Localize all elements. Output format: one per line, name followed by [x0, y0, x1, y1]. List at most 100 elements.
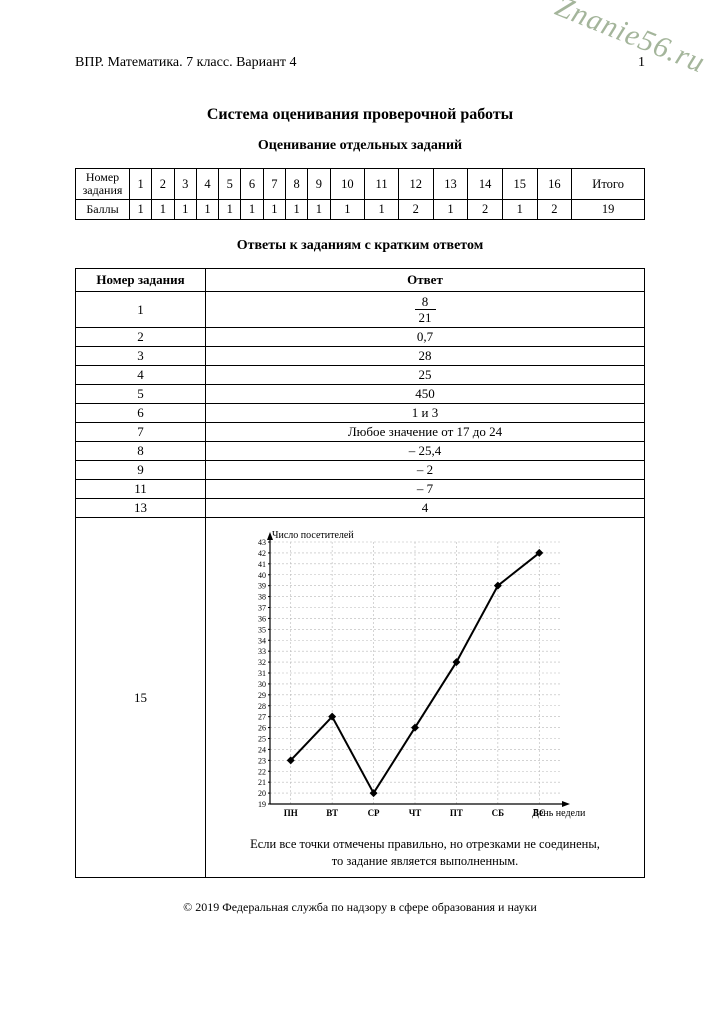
answer-value-cell: – 2 — [206, 461, 645, 480]
scoring-row1-label: Номер задания — [76, 169, 130, 200]
svg-text:ПТ: ПТ — [450, 808, 463, 818]
answer-value-cell: 0,7 — [206, 328, 645, 347]
answer-num-cell: 7 — [76, 423, 206, 442]
table-row: 425 — [76, 366, 645, 385]
scoring-score-cell: 1 — [330, 200, 365, 220]
svg-text:43: 43 — [258, 538, 266, 547]
scoring-score-cell: 1 — [502, 200, 537, 220]
svg-text:27: 27 — [258, 713, 266, 722]
table-row: 5450 — [76, 385, 645, 404]
answer-num-cell: 3 — [76, 347, 206, 366]
answers-table: Номер задания Ответ 182120,7328425545061… — [75, 268, 645, 878]
chart-cell: 1920212223242526272829303132333435363738… — [206, 518, 645, 878]
svg-text:40: 40 — [258, 571, 266, 580]
scoring-num-cell: 13 — [433, 169, 468, 200]
subtitle-scoring: Оценивание отдельных заданий — [75, 138, 645, 154]
svg-text:36: 36 — [258, 615, 266, 624]
svg-text:Число посетителей: Число посетителей — [272, 530, 354, 541]
svg-text:СР: СР — [368, 808, 380, 818]
scoring-num-cell: 1 — [130, 169, 152, 200]
answers-head-num: Номер задания — [76, 269, 206, 292]
chart-note: Если все точки отмечены правильно, но от… — [214, 836, 636, 869]
table-row: 61 и 3 — [76, 404, 645, 423]
answer-value-cell: 25 — [206, 366, 645, 385]
answer-num-cell: 6 — [76, 404, 206, 423]
table-row: 11– 7 — [76, 480, 645, 499]
answer-value-cell: 450 — [206, 385, 645, 404]
answers-head-ans: Ответ — [206, 269, 645, 292]
answer-num-cell: 8 — [76, 442, 206, 461]
svg-text:24: 24 — [258, 746, 266, 755]
svg-text:41: 41 — [258, 560, 266, 569]
scoring-score-cell: 1 — [152, 200, 174, 220]
table-row: 134 — [76, 499, 645, 518]
table-row: 8– 25,4 — [76, 442, 645, 461]
scoring-num-cell: Итого — [572, 169, 645, 200]
answer-num-cell: 2 — [76, 328, 206, 347]
answer-value-cell: – 7 — [206, 480, 645, 499]
svg-text:22: 22 — [258, 768, 266, 777]
svg-text:21: 21 — [258, 779, 266, 788]
svg-text:ЧТ: ЧТ — [409, 808, 422, 818]
scoring-num-cell: 5 — [219, 169, 241, 200]
scoring-score-cell: 1 — [219, 200, 241, 220]
scoring-score-cell: 1 — [308, 200, 330, 220]
svg-text:25: 25 — [258, 735, 266, 744]
svg-text:23: 23 — [258, 757, 266, 766]
scoring-score-cell: 2 — [537, 200, 572, 220]
answer-num-cell: 5 — [76, 385, 206, 404]
page: ВПР. Математика. 7 класс. Вариант 4 1 Си… — [0, 0, 720, 945]
svg-text:28: 28 — [258, 702, 266, 711]
scoring-score-cell: 1 — [285, 200, 307, 220]
svg-text:33: 33 — [258, 648, 266, 657]
scoring-num-cell: 4 — [196, 169, 218, 200]
answer-num-cell: 1 — [76, 292, 206, 328]
scoring-num-cell: 14 — [468, 169, 503, 200]
answer-value-cell: 1 и 3 — [206, 404, 645, 423]
answer-value-cell: 4 — [206, 499, 645, 518]
subtitle-answers: Ответы к заданиям с кратким ответом — [75, 238, 645, 254]
svg-text:38: 38 — [258, 593, 266, 602]
answer-value-cell: 28 — [206, 347, 645, 366]
main-title: Система оценивания проверочной работы — [75, 106, 645, 124]
answer-value-cell: 821 — [206, 292, 645, 328]
scoring-num-cell: 9 — [308, 169, 330, 200]
table-row: 20,7 — [76, 328, 645, 347]
answer-num-cell: 15 — [76, 518, 206, 878]
scoring-num-cell: 12 — [398, 169, 433, 200]
scoring-num-cell: 2 — [152, 169, 174, 200]
svg-text:20: 20 — [258, 789, 266, 798]
svg-text:32: 32 — [258, 658, 266, 667]
svg-text:29: 29 — [258, 691, 266, 700]
svg-text:31: 31 — [258, 669, 266, 678]
scoring-num-cell: 3 — [174, 169, 196, 200]
scoring-score-cell: 19 — [572, 200, 645, 220]
scoring-num-cell: 6 — [241, 169, 263, 200]
svg-text:СБ: СБ — [492, 808, 504, 818]
svg-text:34: 34 — [258, 637, 266, 646]
scoring-score-cell: 1 — [130, 200, 152, 220]
scoring-row2-label: Баллы — [76, 200, 130, 220]
header-page-num: 1 — [638, 55, 645, 71]
scoring-score-cell: 1 — [263, 200, 285, 220]
scoring-num-cell: 16 — [537, 169, 572, 200]
svg-text:ВТ: ВТ — [326, 808, 338, 818]
table-row: 328 — [76, 347, 645, 366]
visitors-line-chart: 1920212223242526272829303132333435363738… — [234, 526, 594, 826]
scoring-num-cell: 10 — [330, 169, 365, 200]
scoring-score-cell: 1 — [174, 200, 196, 220]
scoring-table: Номер задания12345678910111213141516Итог… — [75, 168, 645, 220]
svg-text:26: 26 — [258, 724, 266, 733]
footer: © 2019 Федеральная служба по надзору в с… — [75, 900, 645, 915]
answer-value-cell: – 25,4 — [206, 442, 645, 461]
scoring-score-cell: 2 — [398, 200, 433, 220]
scoring-score-cell: 1 — [241, 200, 263, 220]
table-row: 9– 2 — [76, 461, 645, 480]
scoring-num-cell: 15 — [502, 169, 537, 200]
answer-num-cell: 9 — [76, 461, 206, 480]
scoring-score-cell: 1 — [365, 200, 399, 220]
svg-text:День недели: День недели — [532, 808, 586, 819]
table-row: 1519202122232425262728293031323334353637… — [76, 518, 645, 878]
answer-value-cell: Любое значение от 17 до 24 — [206, 423, 645, 442]
scoring-num-cell: 11 — [365, 169, 399, 200]
